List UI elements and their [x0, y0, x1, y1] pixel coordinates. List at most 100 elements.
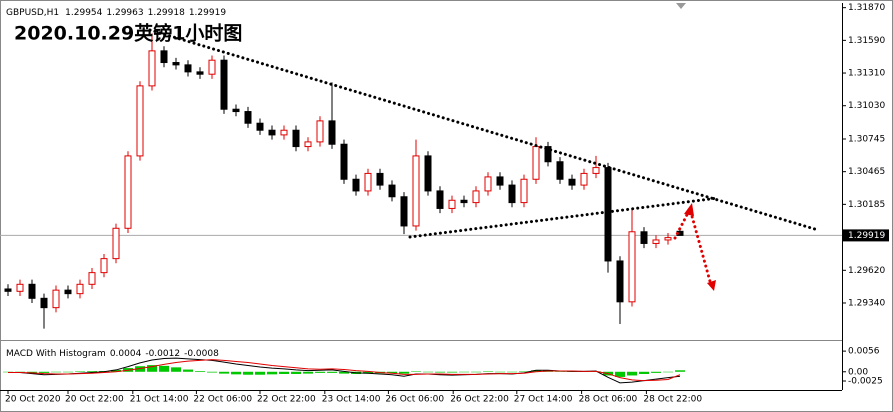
y-tick-label: 1.29620 — [848, 266, 885, 276]
candle-body — [364, 172, 372, 192]
candle-body — [340, 143, 348, 180]
candle-body — [316, 120, 324, 143]
shift-marker — [676, 3, 686, 9]
macd-histogram-bar — [423, 371, 433, 373]
candle-body — [64, 289, 72, 295]
macd-histogram-bar — [267, 371, 277, 375]
macd-value: 0.0004 — [110, 349, 142, 359]
candle-body — [640, 231, 648, 244]
macd-histogram-bar — [303, 371, 313, 374]
y-tick-label: 1.31310 — [848, 69, 885, 79]
candle-body — [280, 129, 288, 136]
macd-histogram-bar — [519, 371, 529, 372]
y-tick-label: 1.30465 — [848, 167, 885, 177]
macd-histogram-bar — [147, 365, 157, 372]
candle-body — [460, 199, 468, 204]
candle-body — [484, 176, 492, 192]
forecast-arrow — [673, 204, 713, 287]
macd-histogram-bar — [507, 371, 517, 373]
candle-body — [292, 129, 300, 148]
y-tick-label: 1.31590 — [848, 36, 885, 46]
candle-body — [28, 283, 36, 299]
macd-histogram-bar — [27, 371, 37, 373]
candle-body — [472, 190, 480, 204]
candle-body — [532, 146, 540, 180]
macd-histogram-bar — [87, 371, 97, 372]
macd-histogram-bar — [159, 365, 169, 372]
macd-histogram-bar — [363, 371, 373, 374]
macd-histogram-bar — [243, 371, 253, 375]
y-tick-label: 1.29340 — [848, 298, 885, 308]
macd-histogram-bar — [279, 371, 289, 374]
candle-body — [616, 260, 624, 303]
candle-body — [424, 155, 432, 192]
macd-histogram-bar — [483, 371, 493, 372]
candle-body — [544, 146, 552, 163]
x-tick-label: 22 Oct 22:00 — [257, 395, 316, 405]
candle-body — [112, 227, 120, 260]
candle-body — [592, 167, 600, 174]
candle-body — [352, 178, 360, 192]
header-open: 1.29954 — [65, 8, 102, 18]
candle-body — [376, 172, 384, 186]
macd-histogram-bar — [39, 371, 49, 373]
candle-body — [172, 62, 180, 66]
chart-title: 2020.10.29英镑1小时图 — [14, 22, 242, 45]
candle-body — [448, 199, 456, 209]
x-tick-label: 26 Oct 22:00 — [450, 395, 509, 405]
x-tick-label: 20 Oct 22:00 — [65, 395, 124, 405]
candle-body — [520, 178, 528, 204]
macd-histogram-bar — [531, 370, 541, 372]
macd-histogram-bar — [339, 371, 349, 374]
trendline — [148, 28, 820, 232]
x-tick-label: 21 Oct 14:00 — [130, 395, 189, 405]
candle-body — [400, 196, 408, 227]
macd-histogram-bar — [75, 371, 85, 372]
macd-histogram-bar — [447, 371, 457, 373]
macd-histogram-bar — [627, 371, 637, 376]
candle-body — [268, 129, 276, 136]
candle-body — [136, 85, 144, 157]
y-tick-label: 1.31870 — [848, 3, 885, 13]
trendline — [408, 196, 720, 239]
macd-histogram-bar — [219, 371, 229, 374]
macd-histogram-bar — [291, 371, 301, 374]
macd-value: -0.0008 — [184, 349, 219, 359]
macd-header: MACD With Histogram 0.0004 -0.0012 -0.0008 — [6, 349, 219, 359]
header-low: 1.29918 — [148, 8, 185, 18]
candle-body — [244, 111, 252, 124]
candle-body — [184, 64, 192, 73]
arrow-head — [707, 280, 716, 291]
candle-body — [628, 231, 636, 303]
macd-histogram-bar — [651, 371, 661, 373]
x-tick-label: 26 Oct 06:00 — [385, 395, 444, 405]
macd-histogram-bar — [183, 369, 193, 372]
candle-body — [208, 59, 216, 75]
candle-body — [556, 161, 564, 180]
candle-body — [148, 50, 156, 87]
last-price-label: 1.29919 — [848, 231, 885, 241]
macd-histogram-bar — [459, 371, 469, 373]
macd-histogram-bar — [495, 371, 505, 373]
candle-body — [436, 190, 444, 209]
annotations — [148, 28, 820, 291]
macd-histogram-bar — [231, 371, 241, 375]
symbol: GBPUSD,H1 — [6, 8, 59, 18]
candle-body — [580, 172, 588, 186]
candle-body — [652, 239, 660, 244]
macd-signal-line — [8, 359, 681, 382]
macd-histogram-bar — [195, 371, 205, 372]
y-tick-label: 1.30745 — [848, 134, 885, 144]
candle-body — [256, 122, 264, 131]
macd-histogram-bar — [51, 371, 61, 373]
macd-histogram-bar — [327, 371, 337, 373]
macd-histogram-bar — [615, 371, 625, 377]
macd-y-tick-label: 0.00 — [848, 367, 868, 377]
macd-y-tick-label: 0.0056 — [848, 347, 880, 357]
candle-body — [4, 288, 12, 292]
y-tick-label: 1.31030 — [848, 101, 885, 111]
macd-y-tick-label: -0.0025 — [848, 376, 883, 386]
candle-body — [88, 272, 96, 285]
macd-histogram-bar — [207, 371, 217, 373]
